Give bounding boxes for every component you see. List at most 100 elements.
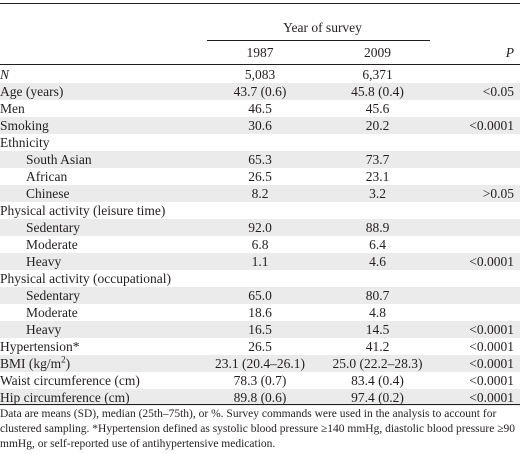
row-label-text: African bbox=[26, 169, 68, 184]
table-row: BMI (kg/m2) 23.1 (20.4–26.1) 25.0 (22.2–28… bbox=[0, 355, 520, 372]
table-row: South Asian 65.3 73.7 bbox=[0, 151, 520, 168]
table-row: Ethnicity bbox=[0, 134, 520, 151]
row-label-superscript: 2 bbox=[61, 354, 66, 365]
table-row: Heavy 1.1 4.6 <0.0001 bbox=[0, 253, 520, 270]
row-label-text: Hypertension* bbox=[0, 339, 80, 354]
value-2009: 73.7 bbox=[365, 152, 390, 167]
row-label: Hip circumference (cm) bbox=[0, 389, 130, 409]
p-value: <0.0001 bbox=[469, 322, 514, 337]
value-1987: 78.3 (0.7) bbox=[233, 373, 287, 388]
row-label-text: Sedentary bbox=[26, 288, 80, 303]
group-header-rule bbox=[207, 40, 430, 41]
p-value: <0.0001 bbox=[469, 373, 514, 388]
value-2009: 80.7 bbox=[365, 288, 390, 303]
row-label: Physical activity (leisure time) bbox=[0, 202, 165, 222]
row-label-tail: ) bbox=[65, 356, 71, 371]
row-label: Chinese bbox=[26, 185, 70, 205]
row-label-text: BMI (kg/m bbox=[0, 356, 62, 371]
row-label: Ethnicity bbox=[0, 134, 50, 154]
table-row: Sedentary 65.0 80.7 bbox=[0, 287, 520, 304]
header-rule bbox=[0, 64, 520, 65]
row-label-text: N bbox=[0, 67, 10, 82]
table-row: N 5,083 6,371 bbox=[0, 66, 520, 83]
value-2009: 45.6 bbox=[365, 101, 390, 116]
row-label: Sedentary bbox=[26, 219, 80, 239]
row-label: Moderate bbox=[26, 304, 78, 324]
table-footnote: Data are means (SD), median (25th–75th),… bbox=[0, 408, 516, 450]
value-2009: 4.6 bbox=[369, 254, 386, 269]
value-1987: 23.1 (20.4–26.1) bbox=[215, 356, 305, 371]
value-2009: 14.5 bbox=[365, 322, 390, 337]
value-1987: 65.3 bbox=[248, 152, 272, 167]
row-label: Heavy bbox=[26, 253, 61, 273]
value-2009: 23.1 bbox=[365, 169, 390, 184]
value-1987: 5,083 bbox=[244, 67, 276, 82]
value-2009: 25.0 (22.2–28.3) bbox=[332, 356, 423, 371]
group-header: Year of survey bbox=[283, 20, 362, 35]
value-2009: 88.9 bbox=[365, 220, 390, 235]
row-label: Age (years) bbox=[0, 83, 63, 103]
p-value: <0.0001 bbox=[469, 356, 514, 371]
row-label-text: Smoking bbox=[0, 118, 49, 133]
value-1987: 43.7 (0.6) bbox=[233, 84, 287, 99]
row-label: Hypertension* bbox=[0, 338, 79, 358]
row-label-text: Men bbox=[0, 101, 25, 116]
row-label-text: Moderate bbox=[26, 237, 78, 252]
value-1987: 18.6 bbox=[248, 305, 272, 320]
row-label: Heavy bbox=[26, 321, 61, 341]
table-row: Physical activity (leisure time) bbox=[0, 202, 520, 219]
table-row: Age (years) 43.7 (0.6) 45.8 (0.4) <0.05 bbox=[0, 83, 520, 100]
table-row: Waist circumference (cm) 78.3 (0.7) 83.4 (… bbox=[0, 372, 520, 389]
row-label-text: Physical activity (leisure time) bbox=[0, 203, 166, 218]
table-row: Chinese 8.2 3.2 >0.05 bbox=[0, 185, 520, 202]
table-row: Heavy 16.5 14.5 <0.0001 bbox=[0, 321, 520, 338]
value-2009: 3.2 bbox=[369, 186, 386, 201]
value-2009: 6.4 bbox=[369, 237, 386, 252]
col-header-p: P bbox=[505, 45, 514, 60]
value-2009: 45.8 (0.4) bbox=[351, 84, 404, 99]
row-label: Moderate bbox=[26, 236, 78, 256]
p-value: >0.05 bbox=[482, 186, 514, 201]
col-header-1987: 1987 bbox=[246, 45, 274, 60]
table-row: Smoking 30.6 20.2 <0.0001 bbox=[0, 117, 520, 134]
row-label-text: Heavy bbox=[26, 322, 62, 337]
p-value: <0.0001 bbox=[469, 390, 514, 405]
bottom-rule bbox=[0, 404, 520, 405]
value-1987: 8.2 bbox=[251, 186, 269, 201]
table-row: Moderate 18.6 4.8 bbox=[0, 304, 520, 321]
row-label: BMI (kg/m2) bbox=[0, 355, 70, 375]
table-row: Physical activity (occupational) bbox=[0, 270, 520, 287]
row-label: Waist circumference (cm) bbox=[0, 372, 140, 392]
row-label: South Asian bbox=[26, 151, 92, 171]
value-1987: 46.5 bbox=[248, 101, 272, 116]
row-label-text: Sedentary bbox=[26, 220, 80, 235]
table-row: Sedentary 92.0 88.9 bbox=[0, 219, 520, 236]
value-2009: 83.4 (0.4) bbox=[351, 373, 404, 388]
row-label-text: South Asian bbox=[26, 152, 92, 167]
row-label: Men bbox=[0, 100, 25, 120]
value-1987: 26.5 bbox=[248, 339, 272, 354]
value-1987: 6.8 bbox=[251, 237, 269, 252]
row-label: Physical activity (occupational) bbox=[0, 270, 171, 290]
row-label-text: Hip circumference (cm) bbox=[0, 390, 130, 405]
row-label-text: Chinese bbox=[26, 186, 70, 201]
p-value: <0.0001 bbox=[469, 118, 514, 133]
row-label-text: Ethnicity bbox=[0, 135, 50, 150]
p-value: <0.0001 bbox=[469, 254, 514, 269]
row-label: Smoking bbox=[0, 117, 49, 137]
table-row: Hip circumference (cm) 89.8 (0.6) 97.4 (0.… bbox=[0, 389, 520, 406]
top-rule bbox=[0, 3, 520, 4]
row-label-text: Physical activity (occupational) bbox=[0, 271, 171, 286]
table-row: African 26.5 23.1 bbox=[0, 168, 520, 185]
row-label-text: Moderate bbox=[26, 305, 78, 320]
value-2009: 41.2 bbox=[365, 339, 390, 354]
value-1987: 92.0 bbox=[248, 220, 272, 235]
row-label: African bbox=[26, 168, 67, 188]
table-row: Moderate 6.8 6.4 bbox=[0, 236, 520, 253]
value-2009: 20.2 bbox=[365, 118, 390, 133]
row-label-text: Age (years) bbox=[0, 84, 64, 99]
value-2009: 4.8 bbox=[369, 305, 386, 320]
value-2009: 6,371 bbox=[362, 67, 393, 82]
row-label-text: Waist circumference (cm) bbox=[0, 373, 140, 388]
